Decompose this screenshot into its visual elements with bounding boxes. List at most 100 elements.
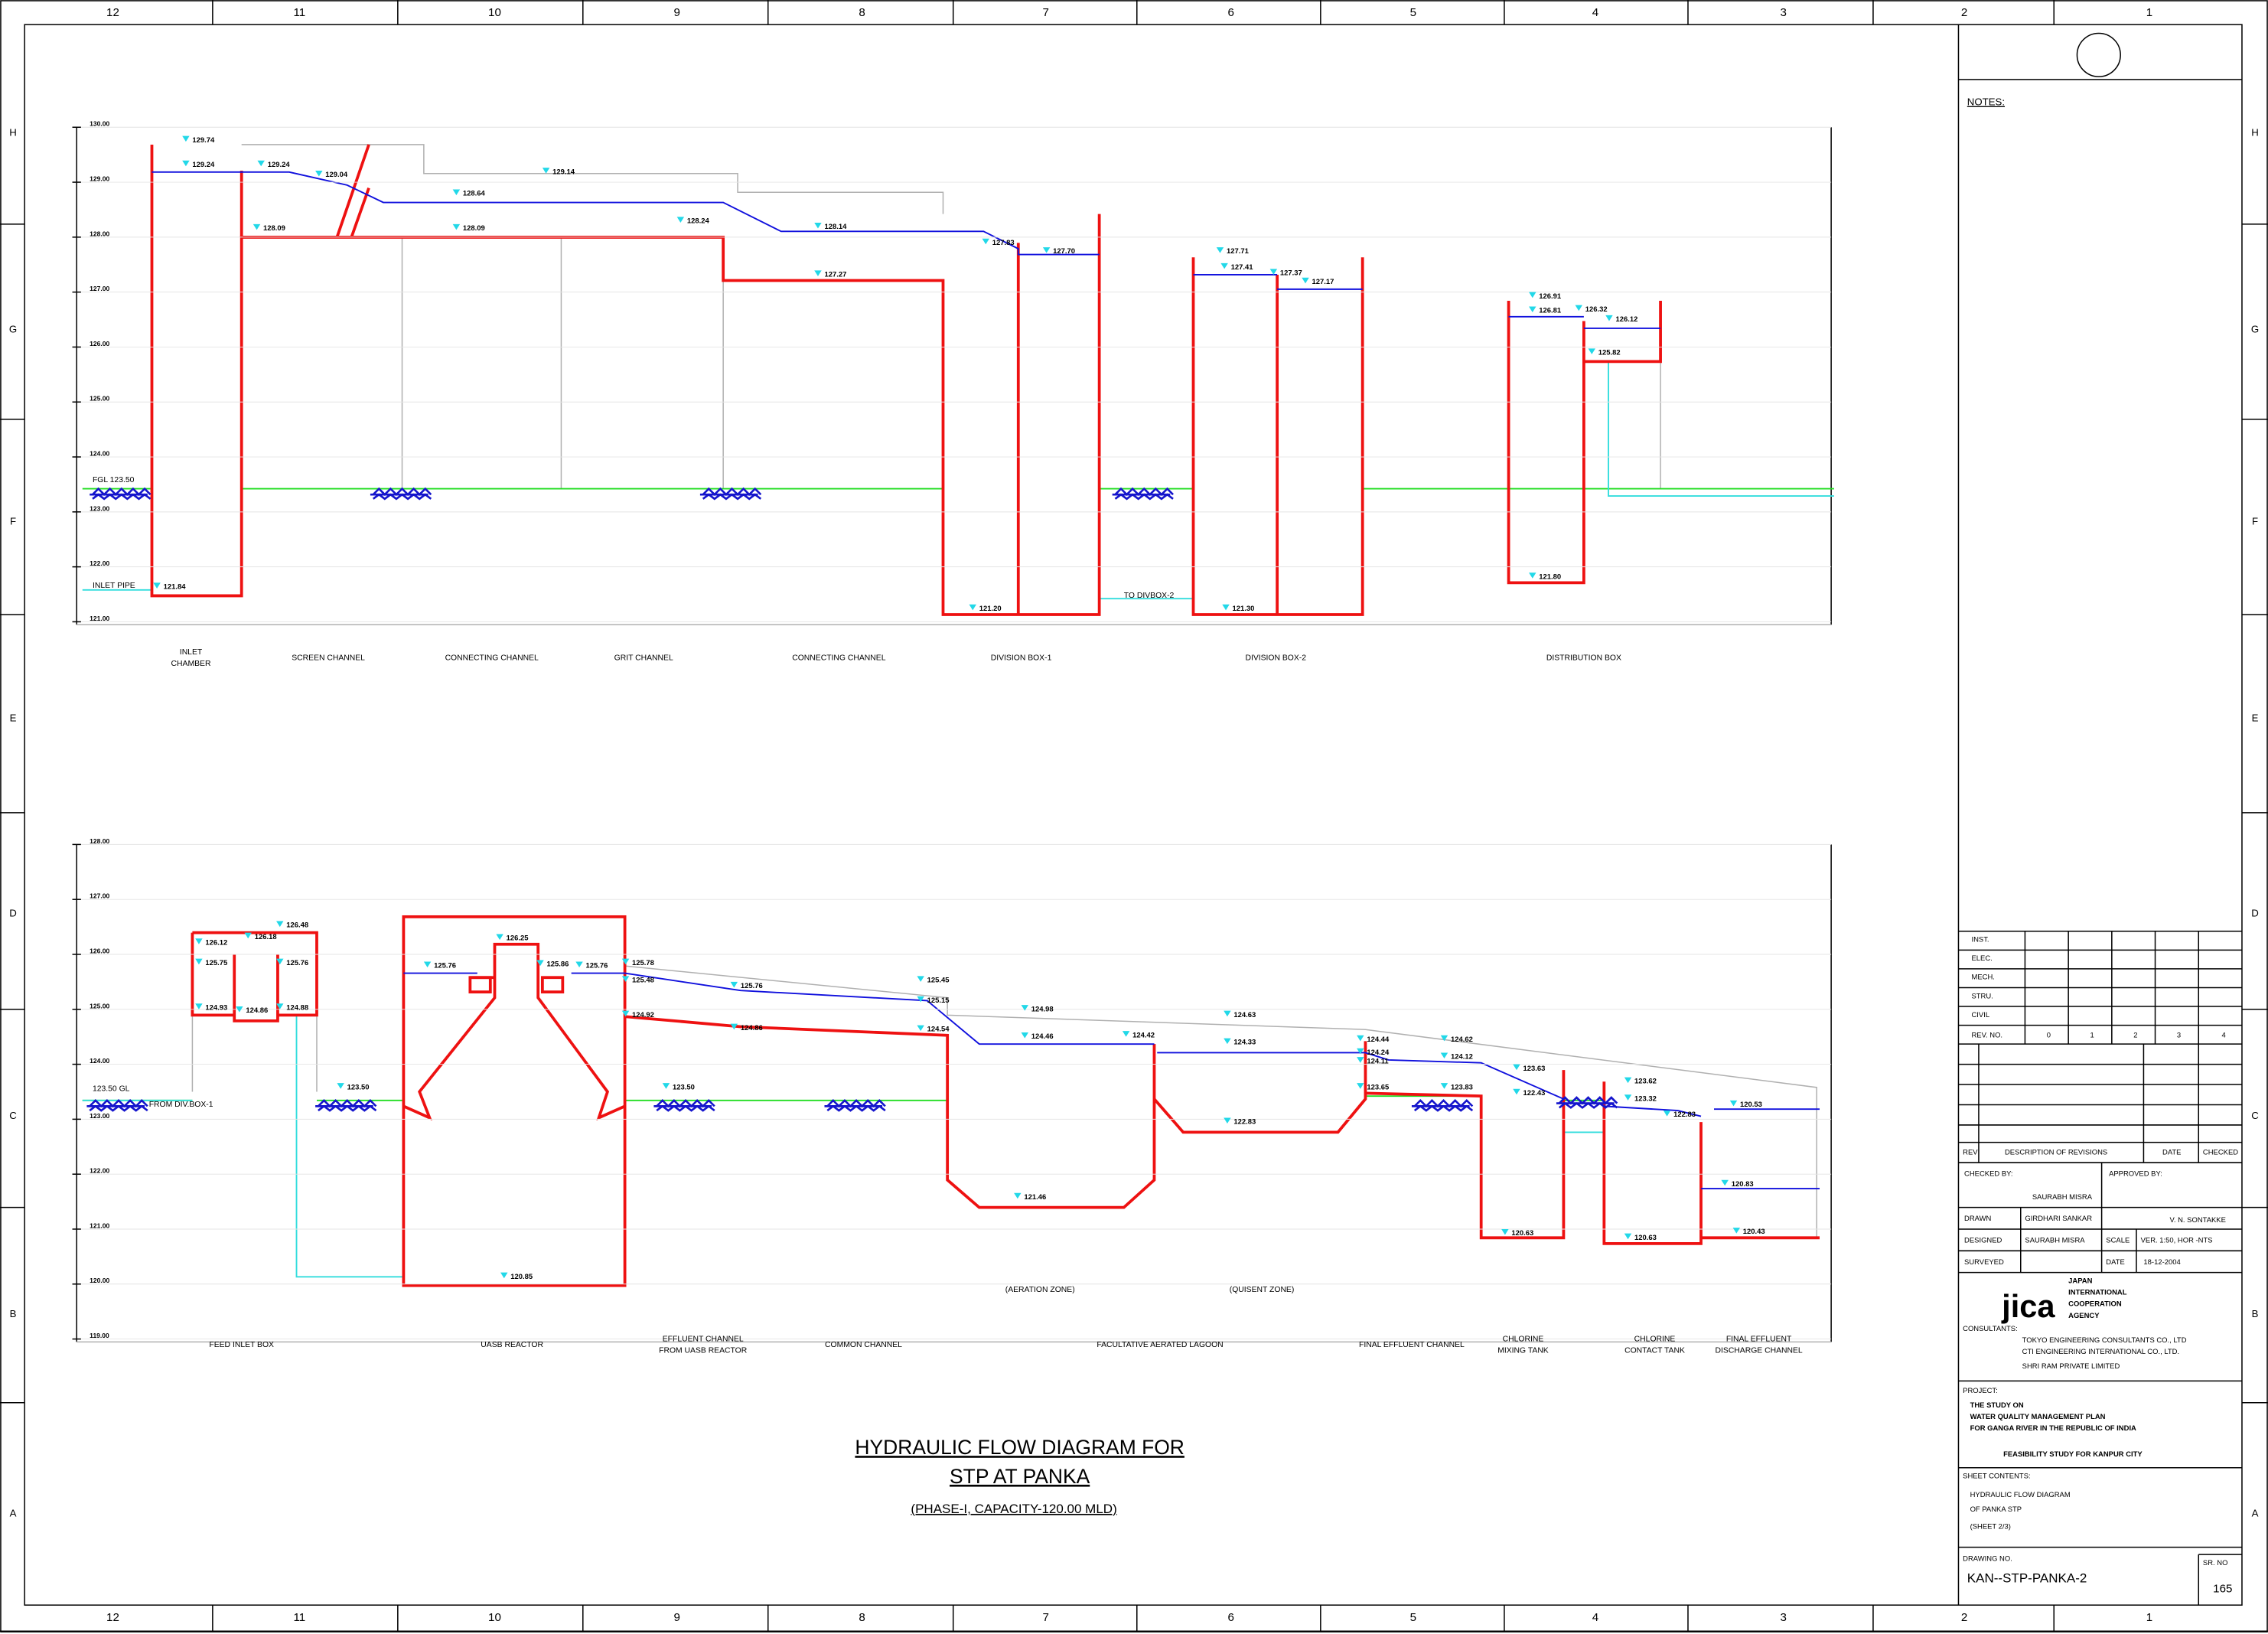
level-marker (423, 961, 432, 967)
level-label: 120.53 (1740, 1101, 1762, 1109)
column-label: 8 (859, 1611, 865, 1624)
row-label: G (9, 323, 17, 334)
structure-label: DISTRIBUTION BOX (1546, 654, 1621, 662)
level-label: 125.15 (927, 996, 950, 1005)
level-marker (1224, 1010, 1231, 1017)
level-label: 126.12 (1615, 315, 1637, 324)
level-label: 124.42 (1132, 1031, 1155, 1039)
title-block-text: AGENCY (2068, 1312, 2100, 1320)
level-label: 124.44 (1367, 1036, 1390, 1044)
level-label: 125.76 (286, 959, 308, 967)
level-label: 124.54 (927, 1026, 950, 1034)
structure-label: CONNECTING CHANNEL (792, 654, 885, 662)
row-label: B (2252, 1308, 2259, 1319)
level-label: 120.63 (1511, 1229, 1533, 1238)
title-block-text: 18-12-2004 (2143, 1258, 2180, 1267)
level-label: FROM DIV.BOX-1 (149, 1101, 213, 1109)
level-marker (1513, 1064, 1520, 1071)
level-label: 120.43 (1743, 1228, 1765, 1236)
level-marker (1220, 263, 1228, 269)
level-label: 129.24 (192, 161, 215, 169)
title-block-text: SHEET CONTENTS: (1963, 1473, 2030, 1481)
level-label: 126.25 (507, 934, 529, 943)
title-block-text: NOTES: (1967, 96, 2005, 108)
level-marker (1440, 1083, 1448, 1089)
level-marker (1529, 292, 1536, 298)
level-label: 127.17 (1312, 278, 1334, 286)
level-label: 122.43 (1523, 1089, 1545, 1097)
title-block-text: JAPAN (2068, 1277, 2092, 1285)
title-block-text: CTI ENGINEERING INTERNATIONAL CO., LTD. (2022, 1348, 2179, 1356)
title-block-text: CHECKED (2203, 1148, 2238, 1156)
level-label: 124.88 (286, 1003, 308, 1012)
title-block-text: STRU. (1971, 992, 1993, 1000)
elevation-label: 126.00 (90, 947, 109, 954)
column-label: 6 (1227, 1611, 1233, 1624)
structure-label: CHLORINE (1503, 1335, 1544, 1343)
level-label: 125.75 (205, 959, 227, 967)
level-marker (982, 238, 989, 245)
level-marker (276, 958, 284, 965)
level-marker (1357, 1057, 1364, 1063)
row-label: H (9, 126, 17, 138)
level-marker (452, 223, 461, 230)
structure-label: INLET (180, 648, 203, 657)
title-block-text: TOKYO ENGINEERING CONSULTANTS CO., LTD (2022, 1336, 2187, 1345)
level-marker (195, 1003, 203, 1009)
structure-label: GRIT CHANNEL (614, 654, 673, 662)
title-block-text: DATE (2162, 1148, 2181, 1156)
level-label: 124.86 (246, 1006, 268, 1015)
title-block-text: THE STUDY ON (1970, 1401, 2024, 1410)
title-block-text: FEASIBILITY STUDY FOR KANPUR CITY (2003, 1450, 2143, 1459)
level-marker (662, 1083, 670, 1089)
level-label: 124.33 (1233, 1039, 1256, 1047)
level-label: 123.62 (1634, 1078, 1657, 1086)
title-block-text: SR. NO (2203, 1559, 2228, 1567)
level-marker (730, 1023, 738, 1030)
column-label: 2 (1961, 1611, 1967, 1624)
row-label: C (2251, 1110, 2259, 1121)
column-label: 9 (673, 1611, 679, 1624)
level-label: 124.62 (1451, 1036, 1473, 1044)
level-marker (496, 934, 503, 941)
level-label: (AERATION ZONE) (1005, 1286, 1075, 1294)
level-label: 128.24 (687, 217, 710, 226)
column-label: 11 (293, 6, 305, 19)
elevation-label: 124.00 (90, 450, 109, 458)
title-block-text: KAN--STP-PANKA-2 (1967, 1571, 2087, 1586)
level-marker (917, 1025, 924, 1032)
level-label: FGL 123.50 (93, 476, 135, 484)
level-label: 121.84 (164, 583, 187, 592)
level-marker (814, 270, 822, 276)
level-label: 128.09 (263, 224, 285, 233)
column-label: 3 (1781, 1611, 1787, 1624)
row-label: A (10, 1508, 17, 1519)
level-marker (1605, 315, 1613, 321)
level-label: 125.86 (547, 961, 569, 969)
level-label: 126.91 (1539, 292, 1561, 301)
row-label: A (2252, 1508, 2259, 1519)
level-marker (182, 160, 190, 167)
structure-label: MIXING TANK (1497, 1346, 1549, 1355)
level-label: 122.83 (1673, 1111, 1696, 1119)
title-block-text: WATER QUALITY MANAGEMENT PLAN (1970, 1413, 2106, 1421)
structure-label: EFFLUENT CHANNEL (663, 1335, 744, 1343)
level-label: 126.81 (1539, 307, 1561, 315)
level-label: 124.12 (1451, 1053, 1473, 1062)
level-label: TO DIVBOX-2 (1124, 592, 1175, 600)
upper-diagram (76, 127, 1834, 625)
structure-label: FROM UASB REACTOR (659, 1346, 748, 1355)
lower-diagram (76, 844, 1832, 1343)
column-label: 12 (106, 1611, 119, 1624)
title-block-text: 0 (2047, 1031, 2051, 1039)
level-marker (1729, 1100, 1738, 1107)
level-marker (337, 1083, 344, 1089)
level-label: 120.63 (1634, 1234, 1657, 1242)
level-label: 125.78 (632, 959, 654, 967)
title-block-text: REV. NO. (1971, 1031, 2002, 1039)
level-marker (1513, 1088, 1520, 1095)
structure-label: CHAMBER (171, 660, 211, 668)
title-block-text: PROJECT: (1963, 1387, 1998, 1395)
level-marker (253, 223, 261, 230)
title-block-text: (SHEET 2/3) (1970, 1523, 2011, 1531)
